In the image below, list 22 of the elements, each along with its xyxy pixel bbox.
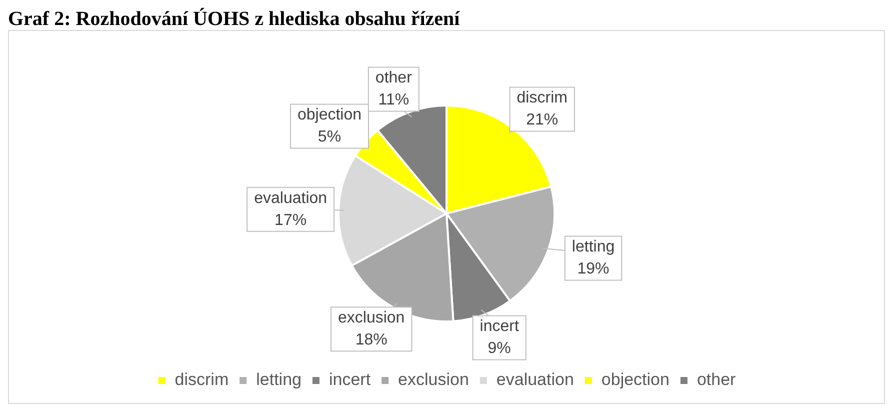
legend-label: objection [601, 370, 670, 390]
legend-label: other [696, 370, 736, 390]
slice-label: incert [480, 318, 520, 336]
data-label: 18% [355, 332, 388, 349]
slice-label: objection [297, 106, 362, 124]
data-label: 21% [526, 112, 558, 129]
legend-label: evaluation [496, 370, 574, 390]
data-label: 19% [577, 260, 610, 278]
data-label: 17% [274, 212, 307, 229]
slice-label: exclusion [338, 310, 405, 327]
slice-label: discrim [516, 90, 568, 107]
data-label: 5% [318, 128, 342, 146]
slice-label: evaluation [254, 190, 328, 207]
slice-label: letting [572, 238, 615, 256]
legend-label: incert [328, 370, 371, 390]
legend-label: discrim [174, 370, 229, 390]
data-label: 9% [488, 340, 511, 358]
slice-label: other [375, 70, 413, 87]
data-label: 11% [378, 92, 410, 109]
legend-label: exclusion [398, 370, 469, 390]
chart-title: Graf 2: Rozhodování ÚOHS z hlediska obsahu řízení [8, 8, 461, 30]
legend-label: letting [256, 370, 302, 390]
